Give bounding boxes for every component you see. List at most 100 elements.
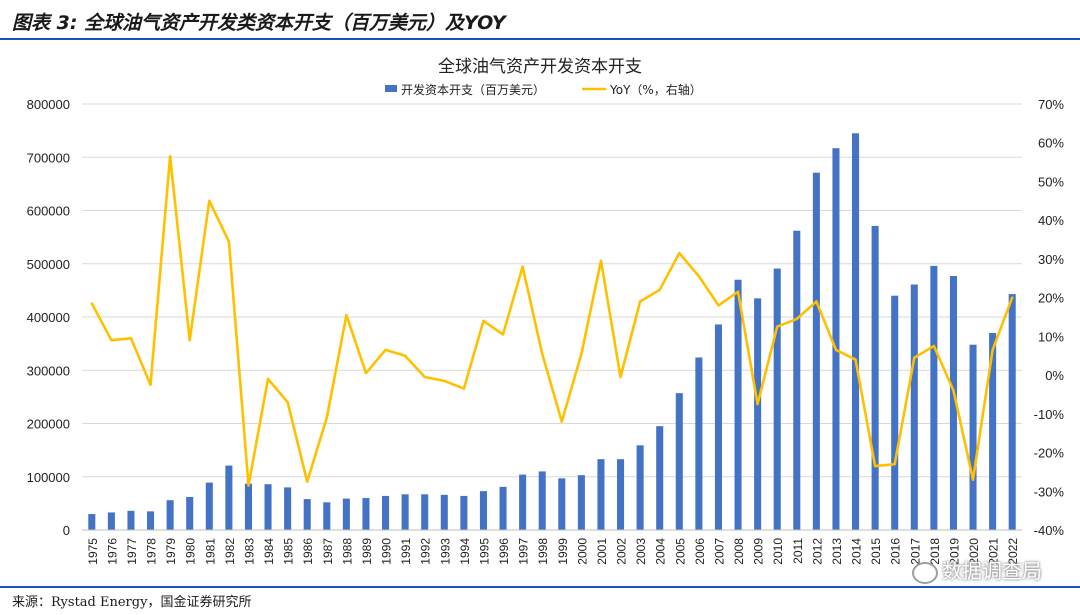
x-tick-label: 2018 <box>928 538 942 565</box>
bar <box>714 324 722 530</box>
figure-title: 图表 3: 全球油气资产开发类资本开支（百万美元）及YOY <box>12 12 506 34</box>
bar <box>852 133 860 530</box>
yoy-point <box>619 375 622 379</box>
x-tick-label: 1984 <box>262 538 276 565</box>
bar <box>832 148 840 530</box>
yoy-point <box>736 290 740 294</box>
watermark-text: 数据调查局 <box>942 559 1042 583</box>
x-tick-label: 1987 <box>321 538 335 565</box>
bar <box>382 495 390 530</box>
bar <box>88 514 96 530</box>
bar <box>264 484 272 530</box>
yoy-point <box>658 288 661 292</box>
bar <box>675 393 683 530</box>
x-tick-label: 2014 <box>850 538 864 565</box>
y-right-tick-label: 20% <box>1038 291 1064 306</box>
x-tick-label: 1996 <box>497 538 511 565</box>
bar <box>284 487 292 530</box>
x-tick-label: 2006 <box>693 538 707 565</box>
x-tick-label: 2001 <box>595 538 609 565</box>
yoy-point <box>208 199 211 203</box>
x-tick-label: 2005 <box>673 538 687 565</box>
x-tick-label: 1994 <box>458 538 472 565</box>
legend-bar-label: 开发资本开支（百万美元） <box>401 82 545 97</box>
yoy-point <box>854 358 857 361</box>
wechat-icon <box>912 561 938 584</box>
yoy-point <box>834 348 838 352</box>
yoy-point <box>971 478 975 481</box>
x-tick-label: 1980 <box>184 538 198 565</box>
y-left-tick-label: 500000 <box>27 257 70 272</box>
yoy-point <box>306 480 309 483</box>
bar <box>362 498 370 530</box>
bar <box>910 284 918 530</box>
y-left-tick-label: 300000 <box>27 363 70 378</box>
x-tick-label: 2015 <box>869 538 883 565</box>
bar <box>754 298 762 530</box>
yoy-point <box>188 339 191 342</box>
bar <box>1008 294 1016 530</box>
x-tick-label: 2016 <box>889 538 903 565</box>
yoy-point <box>697 275 701 278</box>
yoy-point <box>932 344 936 348</box>
y-right-tick-label: 50% <box>1038 174 1064 189</box>
bar <box>147 511 155 530</box>
x-tick-label: 2003 <box>634 538 648 565</box>
yoy-point <box>541 352 544 355</box>
bar <box>225 465 233 530</box>
x-tick-label: 1990 <box>380 538 394 565</box>
yoy-point <box>580 352 583 355</box>
yoy-point <box>345 313 348 317</box>
yoy-point <box>815 300 818 303</box>
x-tick-label: 1992 <box>419 538 433 565</box>
x-tick-label: 1981 <box>203 538 217 565</box>
x-tick-label: 2021 <box>987 538 1001 565</box>
bar <box>617 459 625 530</box>
bar <box>734 279 742 530</box>
chart-area: 0 100000 200000 300000 400000 500000 600000 700… <box>0 40 1080 586</box>
y-left-tick-label: 0 <box>63 523 70 538</box>
yoy-point <box>129 337 133 340</box>
bar <box>107 512 115 530</box>
x-tick-label: 1977 <box>125 538 139 565</box>
yoy-point <box>560 420 563 423</box>
x-tick-label: 2019 <box>947 538 961 565</box>
bar <box>597 459 605 530</box>
bar <box>989 332 997 530</box>
y-left-tick-label: 700000 <box>27 150 70 165</box>
bar <box>479 491 487 530</box>
legend-bar-swatch <box>385 85 397 92</box>
x-tick-label: 2000 <box>575 538 589 565</box>
x-tick-label: 1976 <box>105 538 119 565</box>
y-left-tick-label: 100000 <box>27 470 70 485</box>
yoy-point <box>149 383 152 386</box>
bar <box>812 172 820 530</box>
yoy-point <box>423 375 426 379</box>
bar <box>930 265 938 530</box>
x-tick-label: 1989 <box>360 538 374 565</box>
x-tick-label: 2013 <box>830 538 844 565</box>
source-note: 来源：Rystad Energy，国金证券研究所 <box>12 595 252 610</box>
bar <box>323 502 331 530</box>
bar <box>773 268 781 530</box>
bar <box>519 474 527 530</box>
bar <box>244 483 252 530</box>
y-left-tick-label: 800000 <box>27 97 70 112</box>
x-tick-label: 1983 <box>242 538 256 565</box>
bar <box>538 471 546 530</box>
yoy-point <box>168 155 172 158</box>
yoy-point <box>403 354 407 357</box>
x-tick-label: 1988 <box>340 538 354 565</box>
x-tick-label: 1999 <box>556 538 570 565</box>
x-tick-label: 2007 <box>712 538 726 565</box>
yoy-point <box>247 484 250 487</box>
bar <box>303 499 311 530</box>
bar <box>460 495 468 530</box>
yoy-point <box>717 304 720 307</box>
yoy-point <box>776 325 779 328</box>
x-tick-label: 2009 <box>752 538 766 565</box>
yoy-point <box>991 348 994 352</box>
figure-header: 图表 3: 全球油气资产开发类资本开支（百万美元）及YOY <box>0 0 1080 40</box>
x-tick-label: 2022 <box>1006 538 1020 565</box>
x-tick-label: 1975 <box>86 538 100 565</box>
